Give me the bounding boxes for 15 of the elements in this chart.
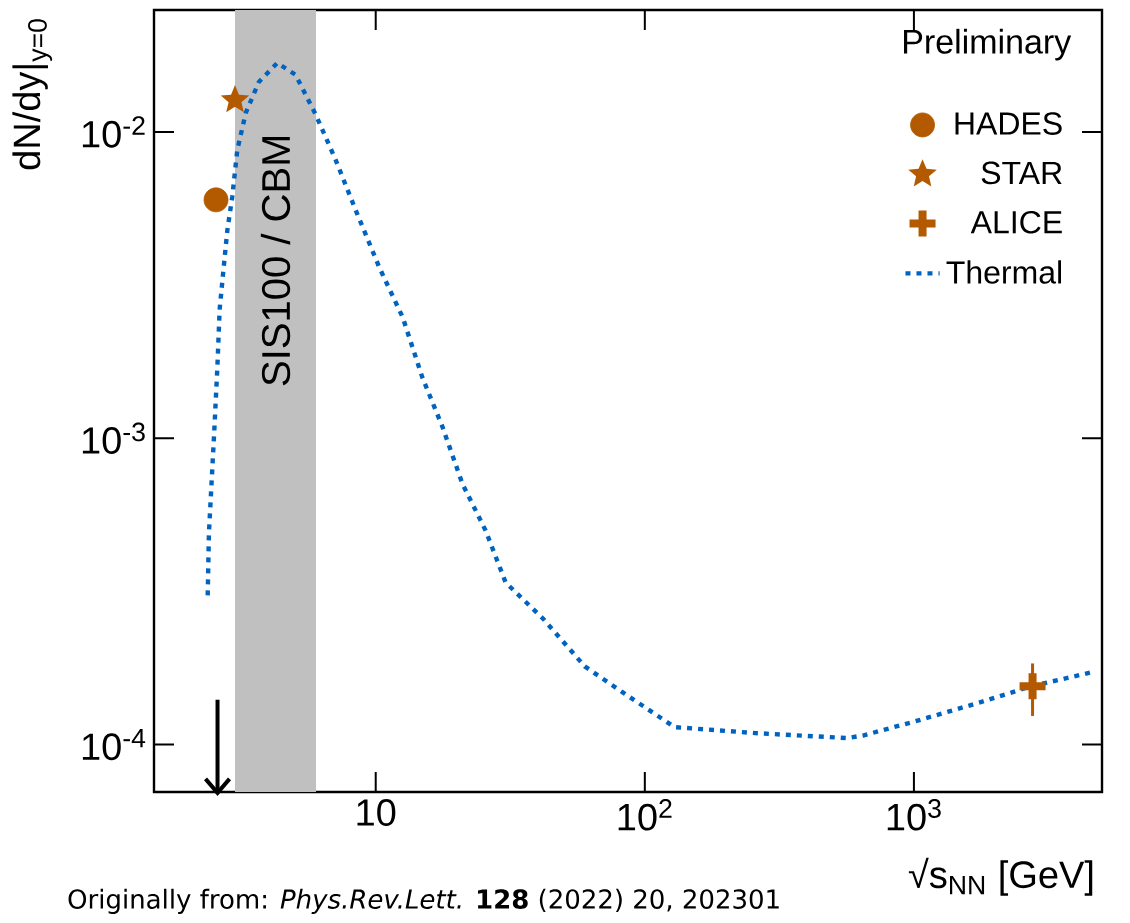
x-tick-label: 10$^{2}$ <box>618 799 672 831</box>
y-tick-label: 10$^{-4}$ <box>82 728 146 761</box>
band-label: SIS100 / CBM <box>260 136 291 386</box>
text: Originally from: Phys.Rev.Lett. 128 (2022) 20, 202301 <box>68 888 779 914</box>
legend-label: Thermal <box>946 260 1061 284</box>
legend-label: STAR <box>981 161 1062 185</box>
y-axis-title: dN/dy|$_{y=0}$ <box>12 19 53 170</box>
x-tick-label: 10 <box>357 799 396 826</box>
legend-label: HADES <box>955 112 1062 135</box>
x-tick-label: 10$^{3}$ <box>887 799 941 831</box>
annotation: Preliminary <box>904 28 1072 61</box>
y-tick-label: 10$^{-2}$ <box>82 116 145 148</box>
y-tick-label: 10$^{-3}$ <box>82 422 145 454</box>
legend-label: ALICE <box>970 210 1062 234</box>
x-axis-title: √s$_{NN}$ [GeV] <box>908 857 1093 896</box>
